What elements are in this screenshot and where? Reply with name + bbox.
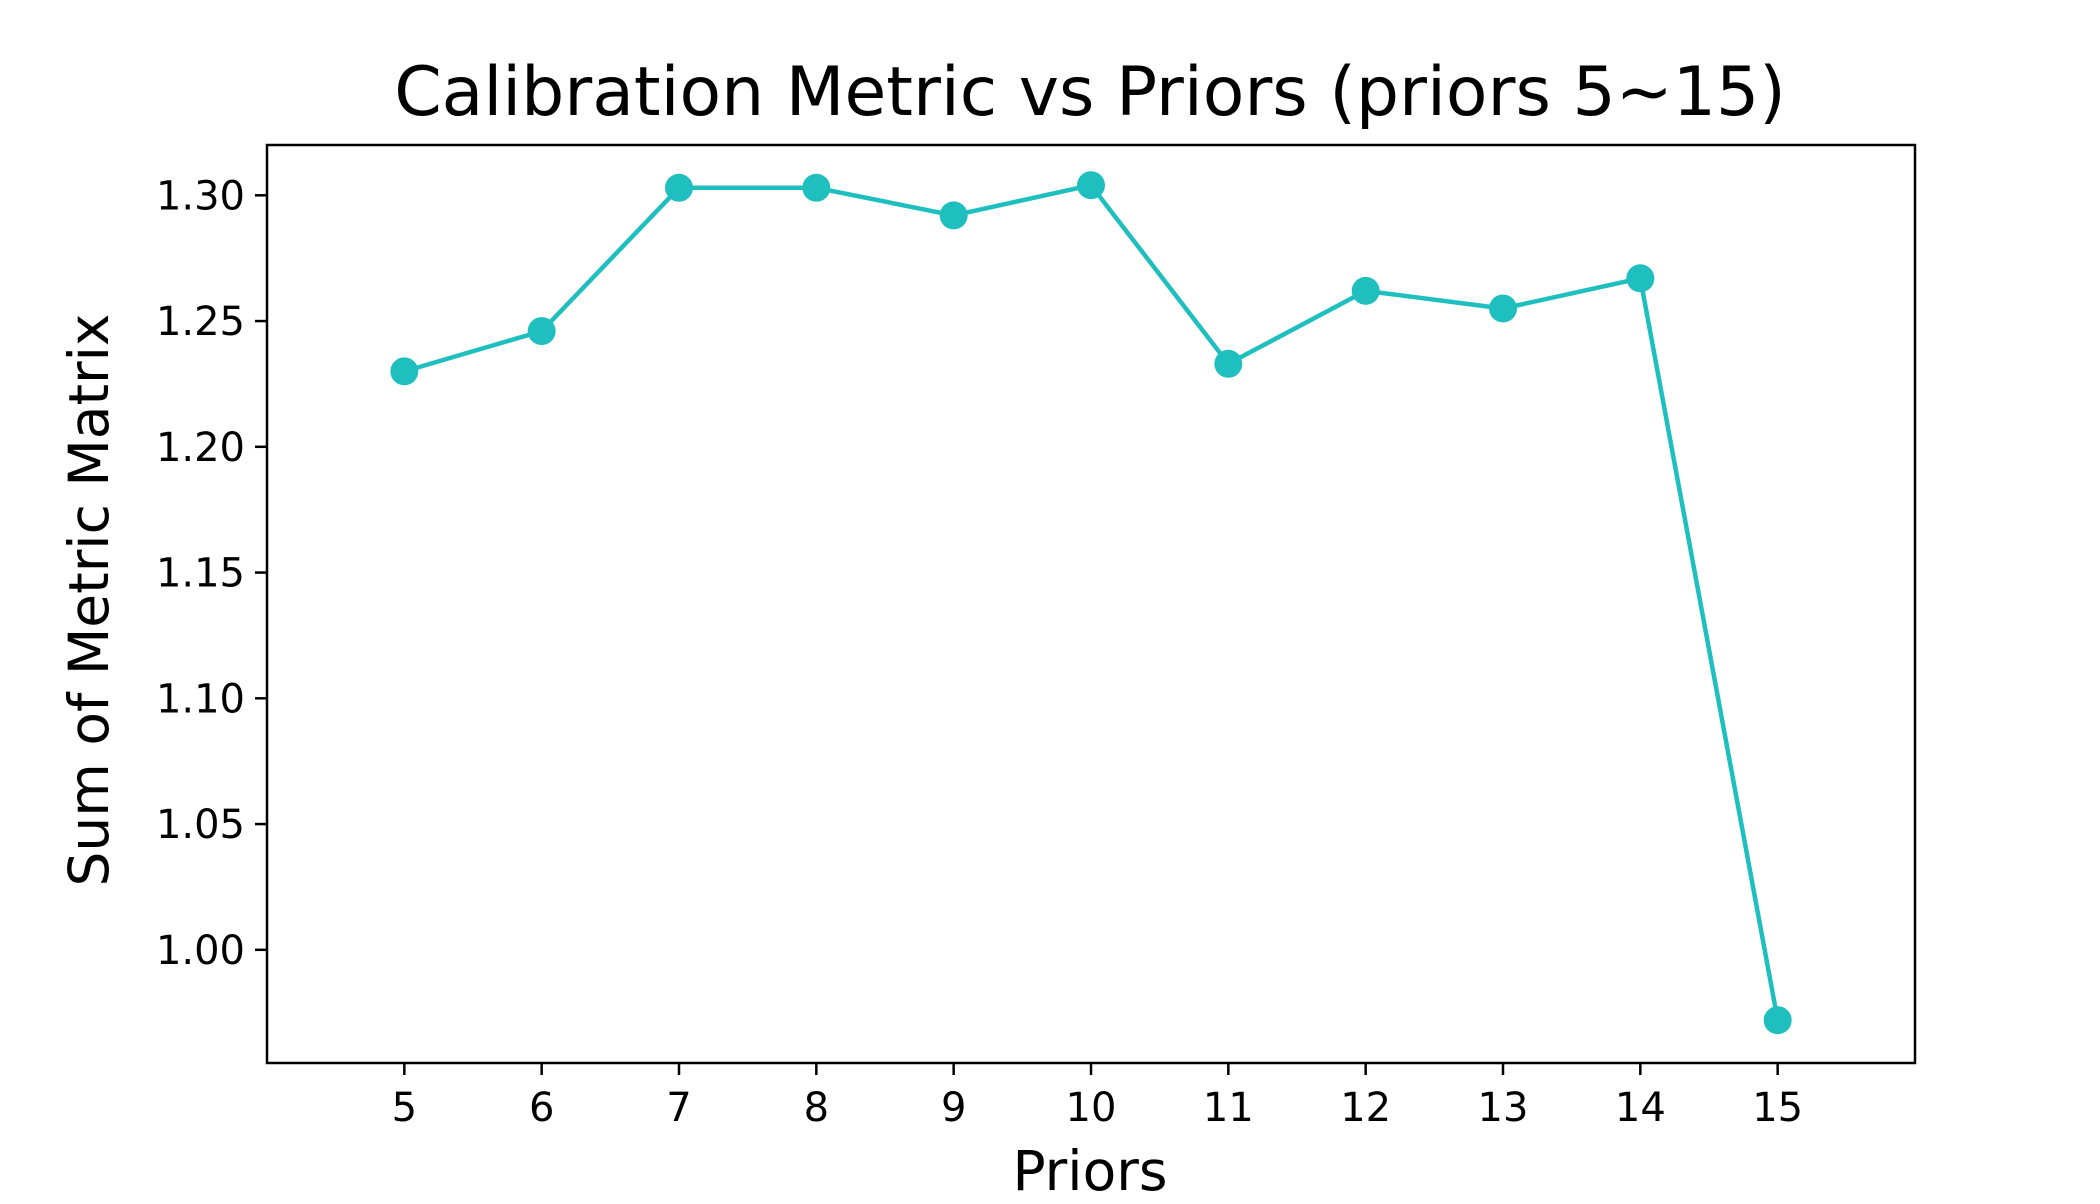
x-axis-ticks: 5 6 7 8 9 10 11 12 13 14 15	[392, 1063, 1803, 1131]
x-tick-label: 11	[1203, 1085, 1254, 1131]
x-tick-label: 7	[666, 1085, 691, 1131]
data-point	[1626, 264, 1655, 293]
y-tick-label: 1.15	[156, 551, 245, 597]
data-point	[1351, 276, 1380, 305]
x-tick-label: 6	[529, 1085, 554, 1131]
y-tick-label: 1.30	[156, 173, 245, 219]
data-point	[1214, 349, 1243, 378]
y-tick-label: 1.20	[156, 425, 245, 471]
data-point	[390, 357, 419, 386]
x-tick-label: 9	[941, 1085, 966, 1131]
y-axis-label: Sum of Metric Matrix	[57, 314, 121, 887]
x-tick-label: 8	[804, 1085, 829, 1131]
y-tick-label: 1.00	[156, 928, 245, 974]
y-axis-ticks: 1.00 1.05 1.10 1.15 1.20 1.25 1.30	[156, 173, 267, 974]
data-point	[1077, 171, 1105, 200]
x-axis-label: Priors	[1012, 1139, 1167, 1200]
data-point	[1489, 294, 1517, 323]
data-point	[527, 317, 556, 346]
series-layer	[390, 171, 1792, 1035]
x-tick-label: 13	[1478, 1085, 1529, 1131]
data-point	[802, 173, 831, 202]
x-tick-label: 15	[1752, 1085, 1803, 1131]
data-point	[939, 201, 968, 230]
y-tick-label: 1.05	[156, 802, 245, 848]
x-tick-label: 12	[1340, 1085, 1391, 1131]
x-tick-label: 14	[1615, 1085, 1666, 1131]
y-tick-label: 1.25	[156, 299, 245, 345]
plot-frame	[265, 143, 1917, 1065]
x-tick-label: 5	[392, 1085, 417, 1131]
data-point	[1763, 1006, 1792, 1035]
x-tick-label: 10	[1066, 1085, 1117, 1131]
chart-title: Calibration Metric vs Priors (priors 5~1…	[394, 53, 1786, 132]
data-point	[665, 173, 693, 202]
y-tick-label: 1.10	[156, 676, 245, 722]
